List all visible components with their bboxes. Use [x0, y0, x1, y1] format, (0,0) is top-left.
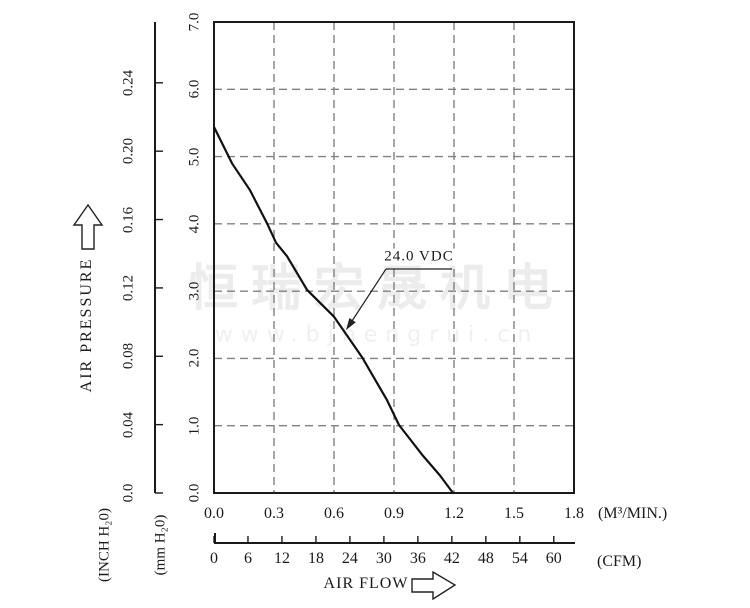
- watermark-brand-text: 恒瑞宏晟机电: [188, 259, 566, 317]
- x-axis-cfm-tick-label: 54: [511, 550, 528, 567]
- y-axis-mm-tick-label: 2.0: [186, 349, 203, 368]
- y-axis-unit-mm: (mm H₂0): [152, 514, 169, 576]
- up-arrow-icon: [72, 204, 104, 250]
- y-axis-mm-tick-label: 6.0: [186, 79, 203, 99]
- x-axis-title: AIR FLOW: [323, 575, 409, 592]
- x-axis-m3min-tick-label: 0.6: [324, 505, 344, 522]
- x-axis-cfm-tick-label: 30: [375, 550, 392, 567]
- y-axis-inch-tick-label: 0.12: [120, 274, 137, 302]
- x-axis-unit-cfm: (CFM): [597, 553, 642, 570]
- y-axis-unit-inch: (INCH H₂0): [96, 508, 113, 582]
- x-axis-cfm-tick-label: 12: [273, 550, 290, 567]
- y-axis-mm-tick-label: 1.0: [186, 416, 203, 436]
- y-axis-mm-tick-label: 5.0: [186, 147, 203, 166]
- x-axis-cfm-tick-label: 6: [243, 550, 252, 567]
- x-axis-cfm-tick-label: 24: [341, 550, 358, 567]
- y-axis-inch-tick-label: 0.16: [120, 206, 137, 233]
- x-axis-m3min-tick-label: 1.2: [444, 505, 464, 522]
- y-axis-mm-tick-label: 3.0: [186, 281, 203, 301]
- y-axis-inch-tick-label: 0.20: [120, 138, 137, 165]
- watermark-website-text: www.bjhengrui.cn: [214, 322, 540, 348]
- x-axis-m3min-tick-label: 0.3: [264, 505, 284, 522]
- x-axis-m3min-tick-label: 0.0: [204, 505, 224, 522]
- performance-curve: [212, 125, 455, 495]
- y-axis-inch-tick-label: 0.0: [120, 483, 137, 503]
- x-axis-unit-m3min: (M³/MIN.): [598, 505, 668, 522]
- x-axis-cfm-tick-label: 0: [210, 550, 218, 567]
- y-axis-inch-tick-label: 0.04: [120, 411, 137, 438]
- annotation-leader-line: [350, 268, 387, 323]
- y-axis-inch-tick-label: 0.24: [120, 69, 137, 96]
- annotation-arrowhead: [346, 318, 356, 331]
- y-axis-inch-tick-label: 0.08: [120, 343, 137, 370]
- x-axis-cfm-tick-label: 42: [443, 550, 460, 567]
- plot-border: [213, 21, 575, 494]
- x-axis-cfm-tick-label: 18: [307, 550, 324, 567]
- x-axis-cfm-tick-label: 48: [477, 550, 494, 567]
- x-axis-cfm-tick-label: 36: [409, 550, 426, 567]
- x-axis-m3min-tick-label: 1.8: [564, 505, 584, 522]
- curve-voltage-label: 24.0 VDC: [381, 248, 457, 266]
- x-axis-m3min-tick-label: 1.5: [504, 505, 524, 522]
- y-axis-mm-tick-label: 4.0: [186, 214, 203, 234]
- y-axis-mm-tick-label: 0.0: [186, 483, 203, 503]
- y-axis-mm-tick-label: 7.0: [186, 12, 203, 32]
- right-arrow-icon: [411, 571, 457, 600]
- x-axis-cfm-tick-label: 60: [545, 550, 562, 567]
- x-axis-m3min-tick-label: 0.9: [384, 505, 404, 522]
- y-axis-title: AIR PRESSURE: [78, 257, 95, 393]
